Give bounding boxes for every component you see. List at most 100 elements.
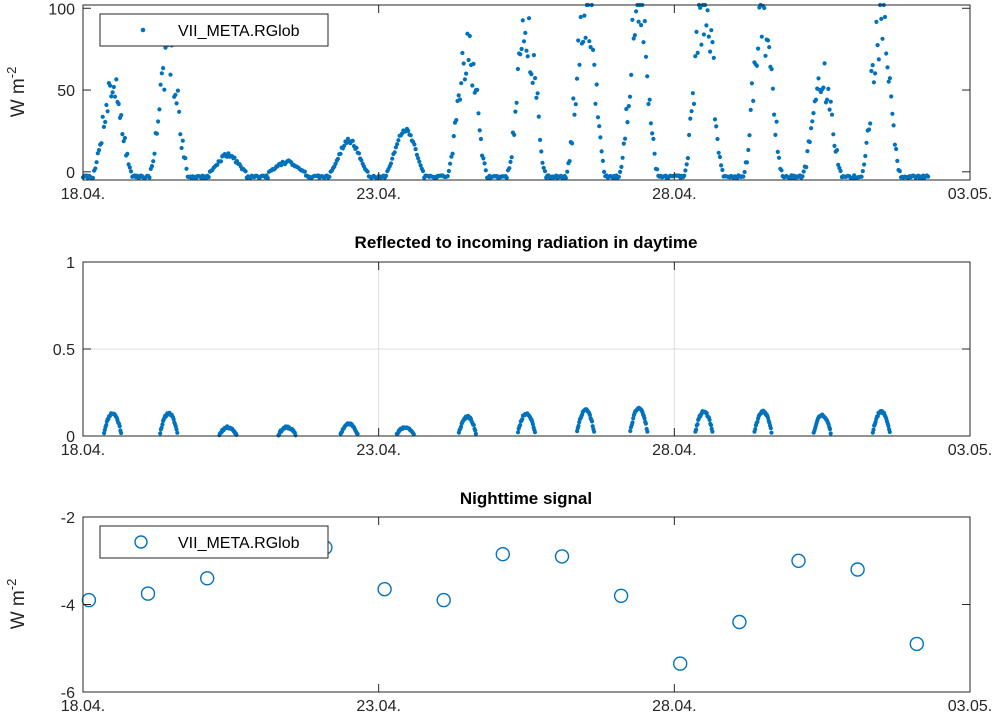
- panel2-ticks: 18.04. 23.04. 28.04. 03.05. 0 0.5 1: [53, 255, 992, 459]
- data-point: [632, 33, 638, 38]
- data-point: [94, 160, 99, 165]
- data-point: [161, 66, 166, 71]
- data-point: [711, 55, 716, 61]
- x-tick-label: 03.05.: [948, 186, 992, 203]
- data-point: [624, 106, 629, 112]
- data-point: [460, 50, 465, 56]
- data-point: [122, 135, 127, 141]
- data-point: [338, 151, 343, 156]
- data-point: [354, 145, 359, 150]
- data-point: [618, 169, 623, 174]
- data-point: [456, 93, 461, 98]
- data-point: [621, 141, 626, 146]
- data-point: [520, 417, 525, 422]
- data-point: [769, 430, 774, 435]
- data-point: [600, 158, 606, 163]
- data-point: [619, 164, 624, 169]
- data-point: [860, 169, 865, 174]
- data-point: [514, 100, 519, 105]
- data-point: [459, 81, 464, 86]
- data-point: [897, 169, 902, 174]
- data-point: [518, 423, 523, 428]
- data-point: [716, 150, 721, 155]
- data-point: [807, 139, 812, 145]
- data-point: [512, 132, 517, 137]
- data-point: [879, 16, 884, 21]
- data-point: [103, 119, 108, 125]
- data-point: [822, 61, 827, 66]
- data-point: [524, 48, 529, 53]
- data-point: [109, 94, 114, 99]
- data-point: [704, 23, 709, 28]
- data-point: [838, 168, 843, 174]
- data-point: [567, 159, 572, 164]
- data-point: [673, 656, 688, 671]
- data-point: [710, 429, 715, 434]
- data-point: [232, 155, 237, 160]
- data-point: [451, 134, 456, 139]
- data-point: [587, 39, 592, 44]
- data-point: [889, 94, 894, 99]
- data-point: [710, 40, 715, 45]
- data-point: [359, 158, 364, 163]
- data-point: [183, 156, 188, 161]
- data-point: [577, 62, 582, 67]
- x-tick-label: 18.04.: [61, 442, 105, 459]
- data-point: [630, 17, 635, 22]
- data-point: [690, 91, 695, 96]
- data-point: [116, 101, 121, 107]
- data-point: [832, 143, 837, 148]
- y-tick-label: 0: [66, 429, 75, 446]
- data-point: [525, 54, 530, 59]
- data-point: [175, 430, 180, 435]
- data-point: [699, 42, 704, 47]
- data-point: [125, 151, 130, 156]
- data-point: [593, 101, 598, 106]
- data-point: [746, 147, 751, 153]
- data-point: [384, 173, 389, 178]
- data-point: [652, 151, 657, 156]
- data-point: [464, 71, 469, 76]
- y-tick-label: -2: [61, 510, 75, 527]
- data-point: [831, 132, 836, 137]
- x-tick-label: 03.05.: [948, 698, 992, 715]
- data-point: [885, 65, 890, 70]
- data-point: [457, 97, 463, 102]
- data-point: [768, 426, 773, 431]
- data-point: [754, 63, 760, 68]
- data-point: [226, 151, 231, 156]
- data-point: [482, 161, 487, 166]
- data-point: [636, 19, 641, 24]
- data-point: [886, 423, 891, 429]
- data-point: [467, 33, 472, 39]
- data-point: [744, 160, 750, 165]
- panel1-legend-marker: [140, 27, 146, 33]
- data-point: [597, 124, 602, 129]
- data-point: [892, 142, 898, 147]
- data-point: [175, 88, 180, 93]
- panel-radiation: 18.04. 23.04. 28.04. 03.05. 0 50 100 W m-2 VII…: [4, 1, 992, 203]
- data-point: [682, 173, 687, 178]
- data-point: [770, 86, 776, 91]
- data-point: [592, 62, 597, 67]
- data-point: [742, 169, 747, 175]
- data-point: [776, 155, 782, 160]
- panel2-data-points: [102, 405, 892, 438]
- data-point: [829, 112, 835, 117]
- data-point: [392, 150, 397, 155]
- data-point: [573, 102, 578, 107]
- data-point: [168, 72, 173, 77]
- data-point: [909, 636, 924, 652]
- data-point: [520, 18, 525, 23]
- data-point: [816, 76, 821, 81]
- data-point: [535, 91, 540, 96]
- data-point: [293, 433, 298, 438]
- data-point: [163, 45, 168, 50]
- data-point: [864, 140, 869, 145]
- data-point: [774, 119, 779, 124]
- data-point: [763, 53, 768, 58]
- x-tick-label: 03.05.: [948, 442, 992, 459]
- data-point: [695, 422, 700, 427]
- data-point: [926, 174, 931, 179]
